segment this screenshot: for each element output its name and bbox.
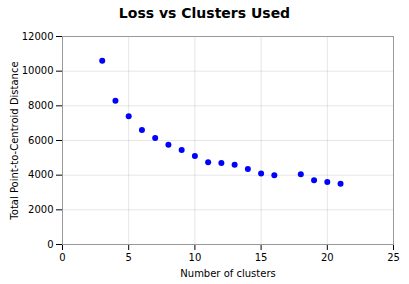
svg-text:15: 15 bbox=[255, 252, 268, 263]
svg-text:10: 10 bbox=[189, 252, 202, 263]
svg-text:Number of clusters: Number of clusters bbox=[180, 268, 275, 279]
svg-text:6000: 6000 bbox=[28, 135, 53, 146]
svg-text:10000: 10000 bbox=[22, 65, 54, 76]
svg-text:2000: 2000 bbox=[28, 204, 53, 215]
svg-text:0: 0 bbox=[59, 252, 65, 263]
html-text:Loss vs Clusters Used: Loss vs Clusters Used bbox=[118, 5, 291, 21]
svg-text:25: 25 bbox=[387, 252, 400, 263]
svg-text:4000: 4000 bbox=[28, 169, 53, 180]
svg-text:8000: 8000 bbox=[28, 100, 53, 111]
svg-text:0: 0 bbox=[47, 239, 53, 250]
svg-text:Total Point-to-Centroid Distan: Total Point-to-Centroid Distance bbox=[9, 61, 20, 220]
svg-text:5: 5 bbox=[126, 252, 132, 263]
svg-text:12000: 12000 bbox=[22, 31, 54, 42]
svg-text:20: 20 bbox=[321, 252, 334, 263]
